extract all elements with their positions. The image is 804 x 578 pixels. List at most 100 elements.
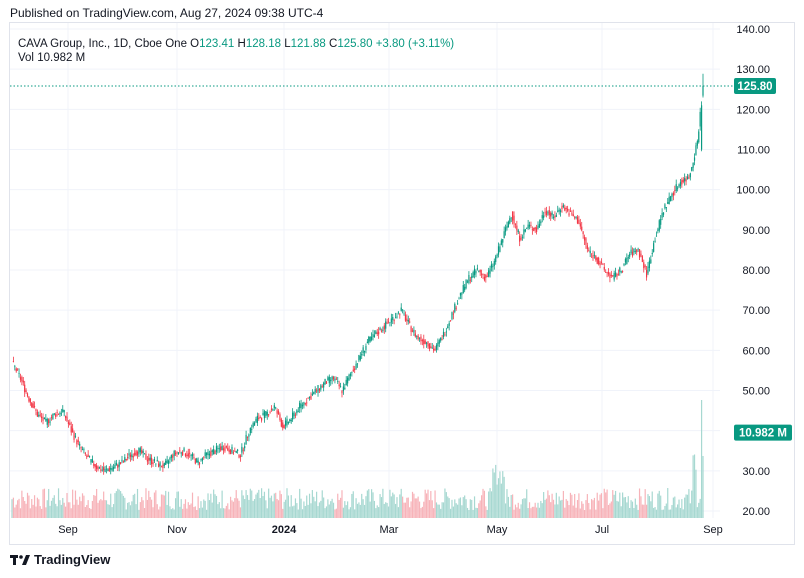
candle-body xyxy=(26,393,29,397)
candle-body xyxy=(568,213,570,216)
candle-body xyxy=(548,210,550,216)
candle-body xyxy=(330,379,332,382)
volume-bar xyxy=(282,508,284,518)
volume-bar xyxy=(48,488,50,518)
candle-body xyxy=(351,371,353,373)
candle-body xyxy=(371,336,373,340)
candle-body xyxy=(613,273,615,280)
candle-body xyxy=(599,262,601,266)
candle-body xyxy=(282,422,284,428)
candle-body xyxy=(482,274,484,276)
candle-body xyxy=(433,348,435,351)
candle-body xyxy=(636,249,638,253)
candle-body xyxy=(114,464,116,469)
volume-bar xyxy=(394,503,397,518)
candle-body xyxy=(655,235,658,237)
candle-body xyxy=(119,462,122,465)
candle-body xyxy=(486,276,488,278)
y-tick-label: 70.00 xyxy=(742,305,770,317)
candle-body xyxy=(101,469,103,471)
volume-bar xyxy=(197,496,199,518)
candle-body xyxy=(317,385,319,393)
volume-bar xyxy=(176,491,178,518)
candle-body xyxy=(589,250,591,254)
candle-body xyxy=(91,459,93,463)
candle-body xyxy=(495,256,497,262)
volume-bar xyxy=(174,498,177,518)
candle-body xyxy=(321,386,323,388)
candle-body xyxy=(413,329,415,333)
candle-body xyxy=(76,440,78,445)
volume-bar xyxy=(636,504,638,518)
candle-body xyxy=(526,227,528,229)
candle-body xyxy=(451,312,453,320)
candle-body xyxy=(138,447,140,454)
candle-body xyxy=(141,450,143,454)
candle-body xyxy=(626,257,628,264)
volume-bar xyxy=(297,509,299,518)
volume-bar xyxy=(654,507,656,518)
volume-bar xyxy=(638,488,641,518)
candle-body xyxy=(489,268,491,274)
candle-body xyxy=(660,218,662,225)
volume-bar xyxy=(72,489,74,518)
candle-body xyxy=(339,386,342,388)
volume-bar xyxy=(259,498,261,518)
volume-bar xyxy=(245,490,247,518)
volume-bar xyxy=(466,507,469,518)
volume-bar xyxy=(149,497,151,518)
volume-bar xyxy=(447,496,449,518)
volume-bar xyxy=(272,501,274,518)
candle-body xyxy=(640,253,642,257)
candle-body xyxy=(362,347,364,354)
candle-body xyxy=(633,248,635,253)
volume-bar xyxy=(122,495,125,518)
open-label: O xyxy=(190,38,200,50)
candle-body xyxy=(69,422,71,425)
candle-body xyxy=(165,460,167,465)
candle-body xyxy=(473,268,476,276)
candle-body xyxy=(383,325,385,330)
volume-bar xyxy=(45,507,47,518)
volume-bar xyxy=(118,489,120,518)
candle-body xyxy=(404,314,407,321)
volume-bar xyxy=(115,491,117,518)
volume-bar xyxy=(100,499,102,518)
volume-bar xyxy=(402,496,404,518)
candle-body xyxy=(218,448,220,450)
volume-bar xyxy=(406,497,408,518)
volume-bar xyxy=(310,503,312,518)
candle-body xyxy=(275,407,277,409)
candle-body xyxy=(303,402,305,406)
candle-body xyxy=(667,202,669,204)
y-tick-label: 30.00 xyxy=(742,466,770,478)
tradingview-brand[interactable]: TradingView xyxy=(10,552,110,567)
candle-body xyxy=(442,331,445,337)
volume-bar xyxy=(39,506,41,518)
volume-bar xyxy=(155,490,157,518)
volume-bar xyxy=(139,502,141,518)
volume-badge xyxy=(734,424,792,441)
candle-body xyxy=(574,217,576,219)
volume-bar xyxy=(284,499,287,518)
volume-bar xyxy=(11,499,13,518)
volume-bar xyxy=(258,489,260,518)
volume-bar xyxy=(386,502,388,518)
volume-legend: Vol 10.982 M xyxy=(18,52,85,64)
volume-bar xyxy=(671,505,673,518)
volume-bar xyxy=(602,508,604,518)
volume-bar xyxy=(127,502,129,518)
candle-body xyxy=(387,321,390,323)
volume-bar xyxy=(229,496,232,518)
x-tick-label: 2024 xyxy=(272,524,297,536)
candle-body xyxy=(338,384,340,387)
candle-body xyxy=(98,467,101,469)
candle-body xyxy=(337,381,339,382)
volume-bar xyxy=(166,504,168,518)
volume-bar xyxy=(387,506,390,518)
volume-bar xyxy=(454,499,456,518)
volume-bar xyxy=(624,497,627,518)
volume-bar xyxy=(141,497,143,518)
candle-body xyxy=(650,259,652,264)
